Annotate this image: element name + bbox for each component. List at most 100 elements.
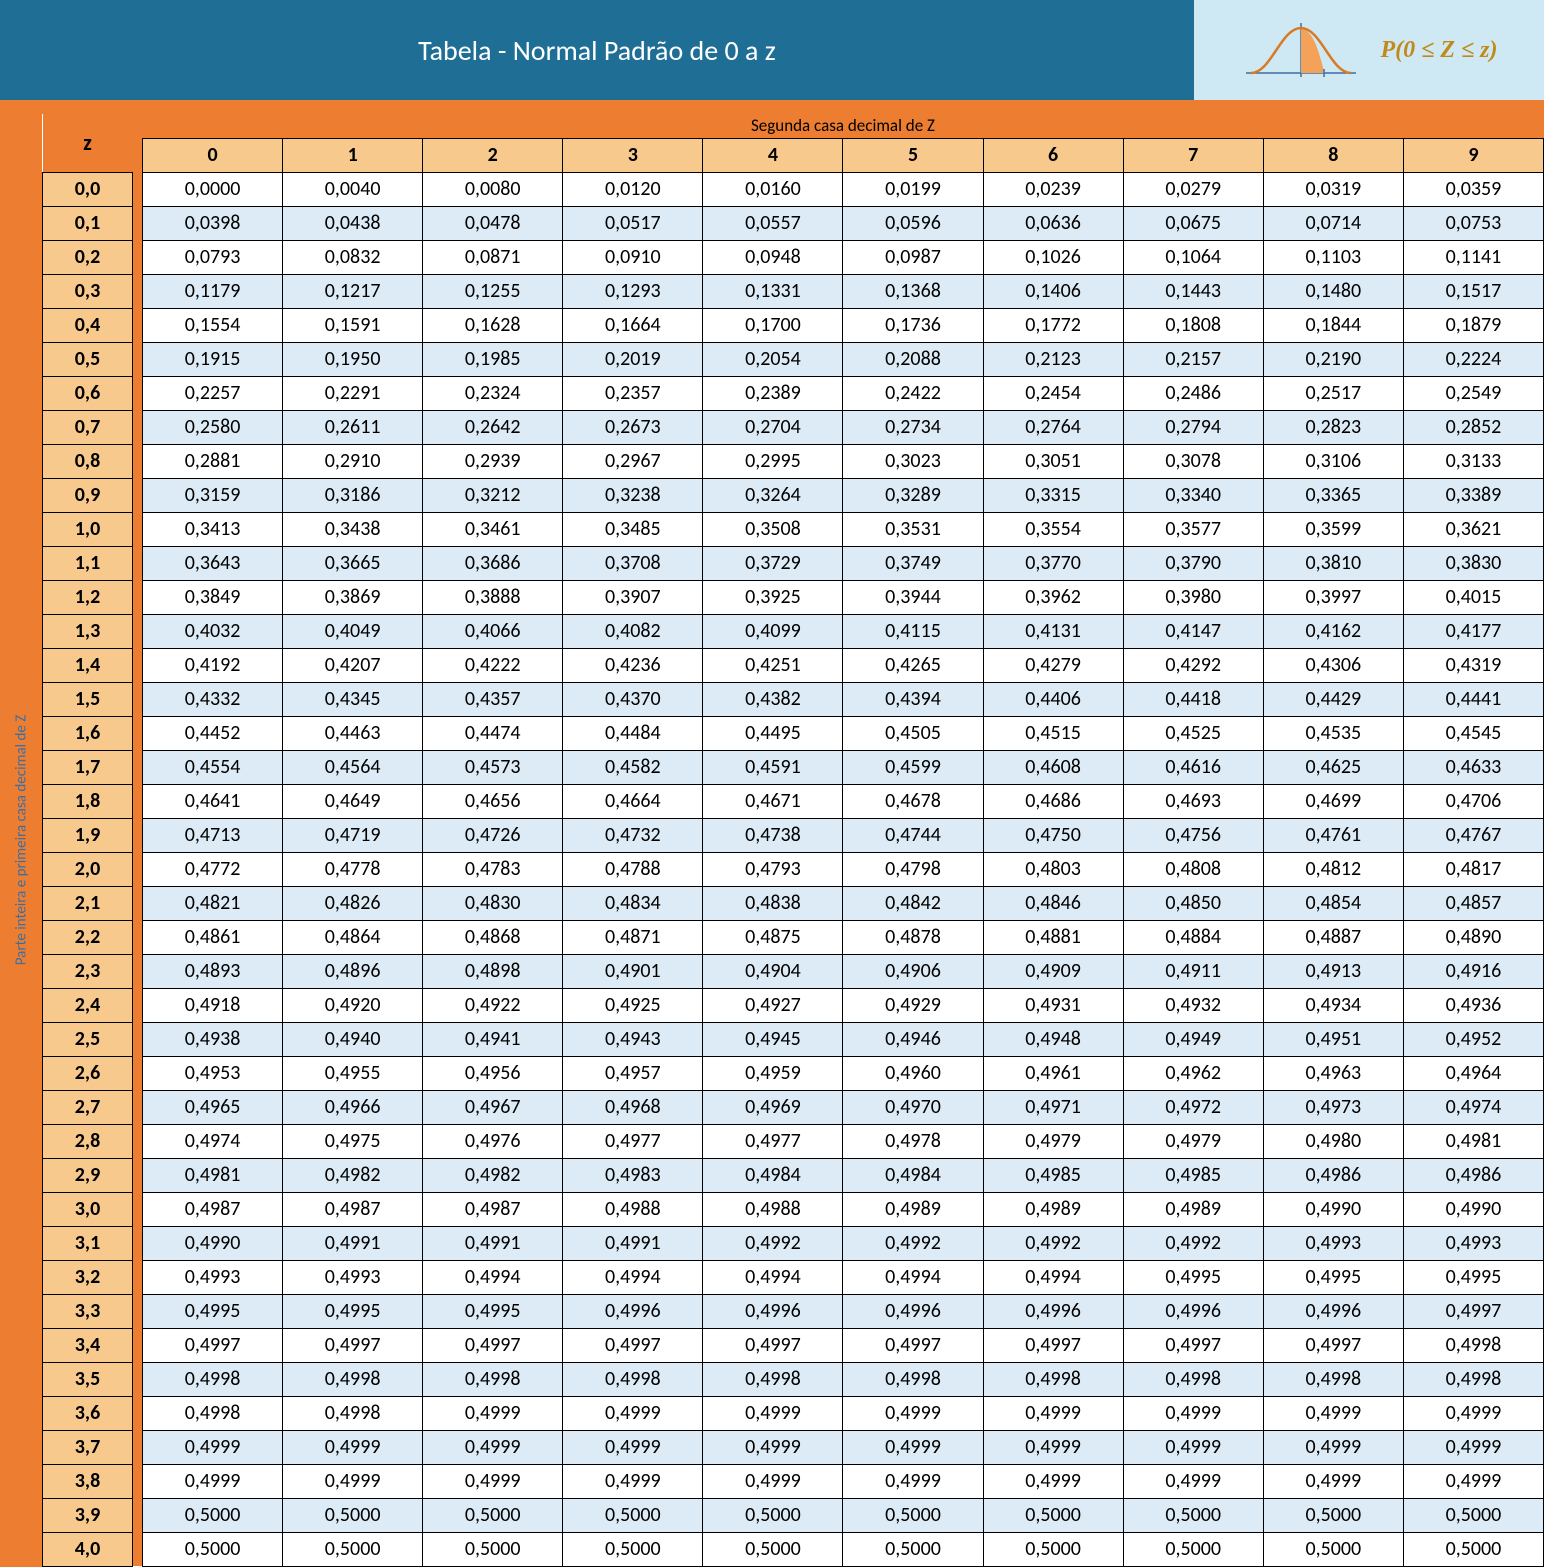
- cell-value: 0,4980: [1263, 1124, 1403, 1158]
- cell-value: 0,4998: [1403, 1328, 1543, 1362]
- cell-value: 0,4778: [283, 852, 423, 886]
- cell-value: 0,4838: [703, 886, 843, 920]
- cell-value: 0,4625: [1263, 750, 1403, 784]
- gap: [133, 1260, 143, 1294]
- cell-value: 0,2764: [983, 410, 1123, 444]
- cell-value: 0,4996: [1123, 1294, 1263, 1328]
- cell-value: 0,4975: [283, 1124, 423, 1158]
- cell-value: 0,4949: [1123, 1022, 1263, 1056]
- cell-value: 0,0517: [563, 206, 703, 240]
- gap: [133, 342, 143, 376]
- cell-value: 0,4991: [283, 1226, 423, 1260]
- row-header: 0,6: [43, 376, 133, 410]
- cell-value: 0,4798: [843, 852, 983, 886]
- cell-value: 0,5000: [1403, 1498, 1543, 1532]
- cell-value: 0,2881: [143, 444, 283, 478]
- row-header: 1,4: [43, 648, 133, 682]
- cell-value: 0,4998: [563, 1362, 703, 1396]
- cell-value: 0,0120: [563, 172, 703, 206]
- cell-value: 0,2291: [283, 376, 423, 410]
- cell-value: 0,4998: [283, 1396, 423, 1430]
- cell-value: 0,4656: [423, 784, 563, 818]
- cell-value: 0,4943: [563, 1022, 703, 1056]
- cell-value: 0,5000: [983, 1498, 1123, 1532]
- cell-value: 0,3665: [283, 546, 423, 580]
- cell-value: 0,1406: [983, 274, 1123, 308]
- cell-value: 0,4999: [843, 1430, 983, 1464]
- cell-value: 0,4927: [703, 988, 843, 1022]
- cell-value: 0,3599: [1263, 512, 1403, 546]
- cell-value: 0,3849: [143, 580, 283, 614]
- cell-value: 0,4971: [983, 1090, 1123, 1124]
- cell-value: 0,4987: [283, 1192, 423, 1226]
- cell-value: 0,4959: [703, 1056, 843, 1090]
- banner-right: P(0 ≤ Z ≤ z): [1194, 0, 1544, 100]
- cell-value: 0,4713: [143, 818, 283, 852]
- cell-value: 0,4441: [1403, 682, 1543, 716]
- cell-value: 0,0080: [423, 172, 563, 206]
- cell-value: 0,4999: [143, 1464, 283, 1498]
- cell-value: 0,5000: [983, 1532, 1123, 1566]
- cell-value: 0,0948: [703, 240, 843, 274]
- cell-value: 0,5000: [1263, 1498, 1403, 1532]
- cell-value: 0,4744: [843, 818, 983, 852]
- cell-value: 0,4495: [703, 716, 843, 750]
- table-row: 1,60,44520,44630,44740,44840,44950,45050…: [43, 716, 1544, 750]
- cell-value: 0,0319: [1263, 172, 1403, 206]
- cell-value: 0,4989: [983, 1192, 1123, 1226]
- cell-value: 0,3485: [563, 512, 703, 546]
- cell-value: 0,4995: [1403, 1260, 1543, 1294]
- table-row: 0,10,03980,04380,04780,05170,05570,05960…: [43, 206, 1544, 240]
- table-row: 1,80,46410,46490,46560,46640,46710,46780…: [43, 784, 1544, 818]
- cell-value: 0,3554: [983, 512, 1123, 546]
- cell-value: 0,4999: [1123, 1464, 1263, 1498]
- cell-value: 0,4756: [1123, 818, 1263, 852]
- cell-value: 0,4925: [563, 988, 703, 1022]
- cell-value: 0,2088: [843, 342, 983, 376]
- table-row: 3,40,49970,49970,49970,49970,49970,49970…: [43, 1328, 1544, 1362]
- cell-value: 0,4997: [283, 1328, 423, 1362]
- cell-value: 0,4147: [1123, 614, 1263, 648]
- cell-value: 0,5000: [283, 1532, 423, 1566]
- cell-value: 0,4996: [843, 1294, 983, 1328]
- cell-value: 0,0279: [1123, 172, 1263, 206]
- cell-value: 0,5000: [1123, 1532, 1263, 1566]
- probability-formula: P(0 ≤ Z ≤ z): [1381, 37, 1498, 64]
- cell-value: 0,4750: [983, 818, 1123, 852]
- cell-value: 0,4564: [283, 750, 423, 784]
- column-header: 8: [1263, 138, 1403, 172]
- cell-value: 0,4992: [703, 1226, 843, 1260]
- cell-value: 0,4993: [1403, 1226, 1543, 1260]
- cell-value: 0,4977: [563, 1124, 703, 1158]
- cell-value: 0,2852: [1403, 410, 1543, 444]
- cell-value: 0,1628: [423, 308, 563, 342]
- table-row: 1,30,40320,40490,40660,40820,40990,41150…: [43, 614, 1544, 648]
- cell-value: 0,4616: [1123, 750, 1263, 784]
- row-header: 0,1: [43, 206, 133, 240]
- gap: [133, 580, 143, 614]
- table-row: 2,40,49180,49200,49220,49250,49270,49290…: [43, 988, 1544, 1022]
- cell-value: 0,1064: [1123, 240, 1263, 274]
- table-row: 2,00,47720,47780,47830,47880,47930,47980…: [43, 852, 1544, 886]
- cell-value: 0,1293: [563, 274, 703, 308]
- cell-value: 0,4996: [563, 1294, 703, 1328]
- cell-value: 0,4982: [283, 1158, 423, 1192]
- cell-value: 0,1950: [283, 342, 423, 376]
- gap: [133, 444, 143, 478]
- cell-value: 0,4970: [843, 1090, 983, 1124]
- cell-value: 0,4997: [1123, 1328, 1263, 1362]
- z-corner-header: z: [43, 114, 133, 172]
- page-title: Tabela - Normal Padrão de 0 a z: [0, 0, 1194, 100]
- cell-value: 0,3289: [843, 478, 983, 512]
- cell-value: 0,4963: [1263, 1056, 1403, 1090]
- cell-value: 0,5000: [1403, 1532, 1543, 1566]
- cell-value: 0,5000: [1123, 1498, 1263, 1532]
- left-rail: Parte inteira e primeira casa decimal de…: [0, 114, 42, 1567]
- title-text: Tabela - Normal Padrão de 0 a z: [418, 33, 776, 68]
- cell-value: 0,5000: [563, 1498, 703, 1532]
- cell-value: 0,4994: [843, 1260, 983, 1294]
- gap: [133, 1226, 143, 1260]
- row-header: 1,1: [43, 546, 133, 580]
- cell-value: 0,4999: [143, 1430, 283, 1464]
- gap: [133, 478, 143, 512]
